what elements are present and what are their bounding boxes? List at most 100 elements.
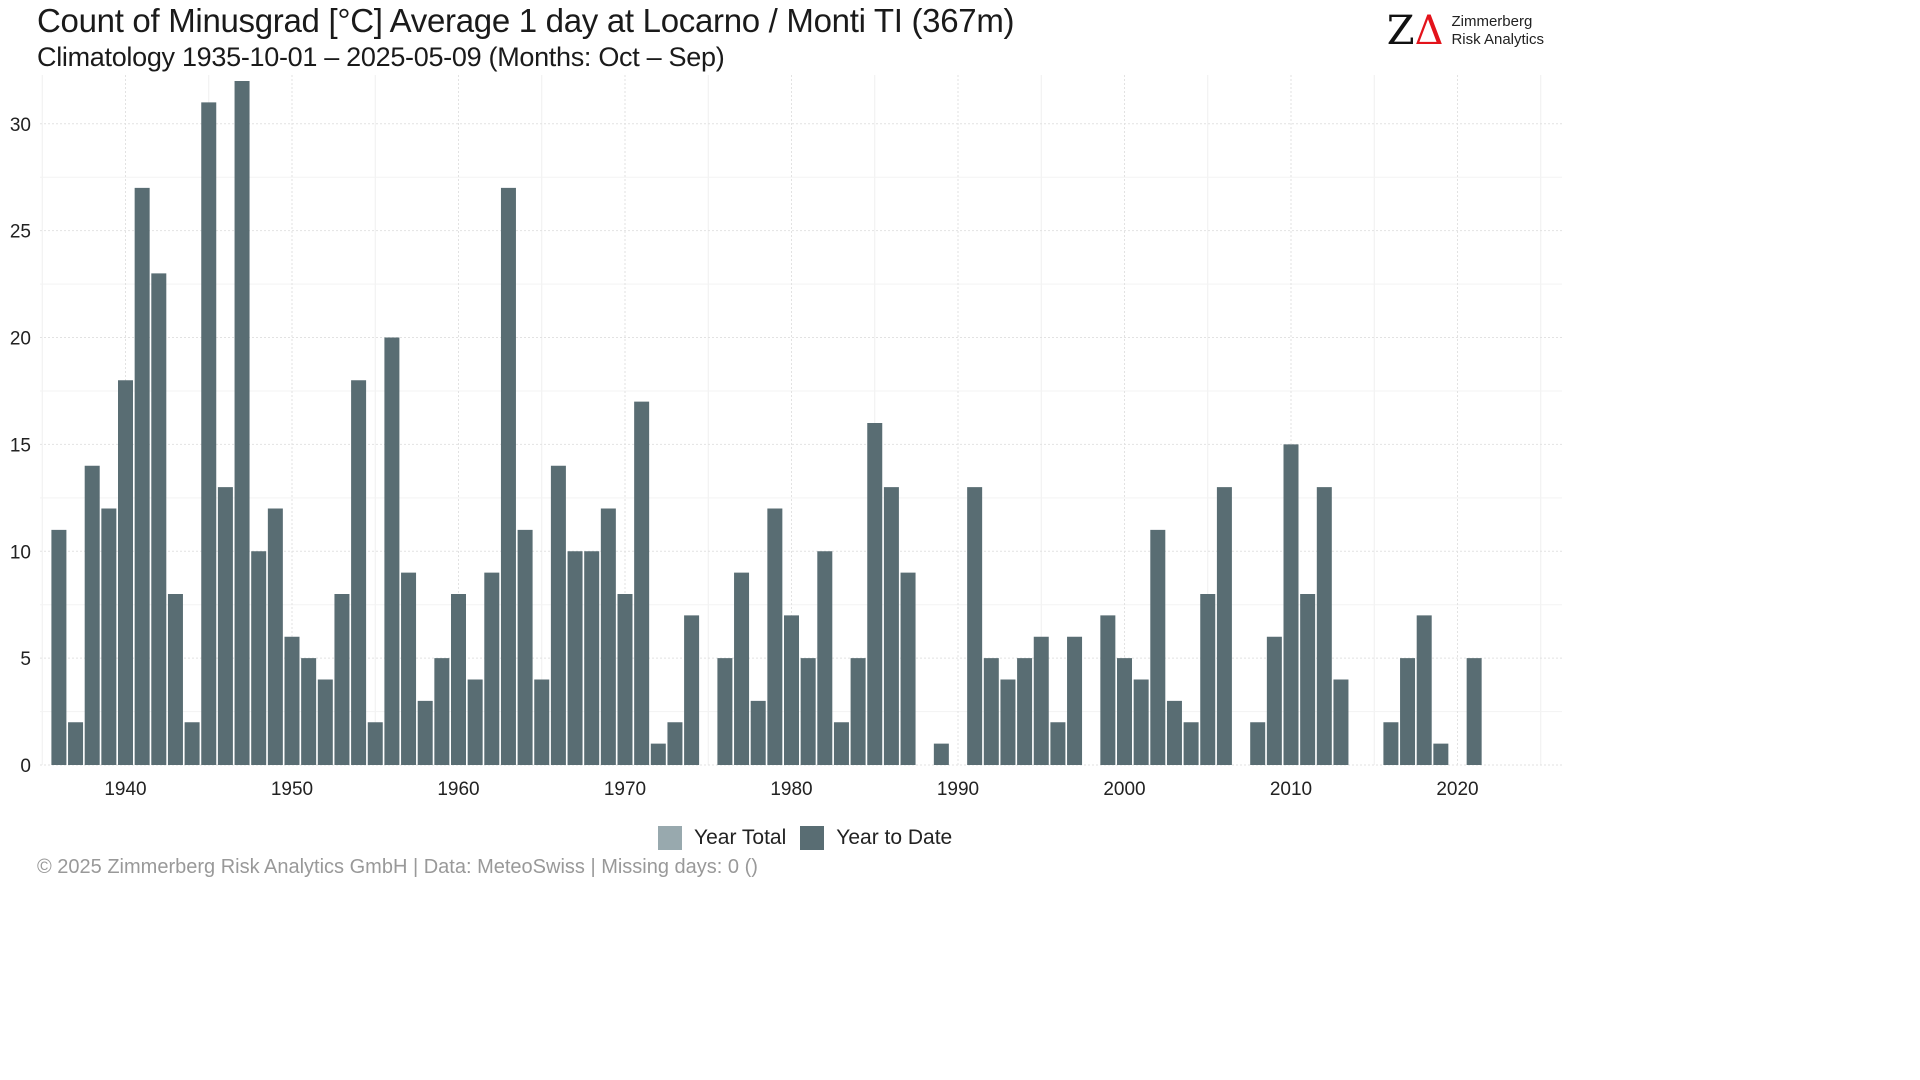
bar-2002 [1150, 529, 1166, 765]
bar-1949 [267, 508, 283, 765]
bar-1947 [234, 81, 250, 765]
bar-1944 [184, 722, 200, 765]
bar-1989 [933, 743, 949, 765]
y-tick-label: 0 [20, 756, 31, 777]
bar-1997 [1067, 636, 1083, 765]
bar-1937 [68, 722, 84, 765]
bar-1946 [217, 487, 233, 765]
bar-1971 [634, 401, 650, 765]
chart-legend: Year Total Year to Date [658, 826, 966, 850]
bar-1983 [833, 722, 849, 765]
x-tick-label: 1950 [271, 779, 313, 800]
bar-1953 [334, 594, 350, 765]
bar-1959 [434, 658, 450, 765]
bar-1942 [151, 273, 167, 765]
bar-1993 [1000, 679, 1016, 765]
bar-1940 [118, 380, 133, 765]
bar-1955 [367, 722, 383, 765]
bar-1996 [1050, 722, 1066, 765]
x-tick-label: 2010 [1270, 779, 1312, 800]
x-tick-label: 1970 [604, 779, 646, 800]
bar-1951 [301, 658, 317, 765]
bar-1950 [284, 636, 300, 765]
bar-2006 [1216, 487, 1232, 765]
bar-1999 [1100, 615, 1116, 765]
bar-1958 [417, 700, 433, 765]
x-tick-label: 2020 [1436, 779, 1478, 800]
bar-1964 [517, 529, 533, 765]
legend-label-year-total: Year Total [694, 826, 787, 849]
bar-1968 [584, 551, 600, 765]
bar-1987 [900, 572, 916, 765]
company-logo: ZΔ Zimmerberg Risk Analytics [1387, 8, 1544, 54]
logo-line-2: Risk Analytics [1451, 31, 1544, 48]
bar-1970 [617, 594, 633, 765]
bar-2021 [1466, 658, 1482, 765]
bar-2011 [1300, 594, 1316, 765]
bar-1948 [251, 551, 267, 765]
chart-title: Count of Minusgrad [°C] Average 1 day at… [37, 2, 1015, 39]
legend-item-year-to-date: Year to Date [800, 826, 952, 850]
y-tick-label: 10 [10, 542, 31, 563]
legend-swatch-year-to-date [800, 826, 825, 850]
bar-2017 [1400, 658, 1416, 765]
bar-2013 [1333, 679, 1349, 765]
bar-1941 [134, 187, 150, 765]
bar-2001 [1133, 679, 1149, 765]
bar-1979 [767, 508, 783, 765]
bar-1986 [883, 487, 899, 765]
bar-2009 [1266, 636, 1282, 765]
footer-credit: © 2025 Zimmerberg Risk Analytics GmbH | … [37, 856, 758, 878]
bar-1960 [451, 594, 466, 765]
bar-1974 [684, 615, 700, 765]
bar-1978 [750, 700, 766, 765]
legend-label-year-to-date: Year to Date [836, 826, 953, 849]
bar-1961 [467, 679, 483, 765]
bar-1936 [51, 529, 67, 765]
bar-2012 [1316, 487, 1332, 765]
bar-2010 [1283, 444, 1299, 765]
y-tick-label: 30 [10, 115, 31, 136]
bar-1982 [817, 551, 833, 765]
bar-1991 [967, 487, 983, 765]
y-tick-label: 15 [10, 435, 31, 456]
legend-item-year-total: Year Total [658, 826, 786, 850]
logo-line-1: Zimmerberg [1451, 13, 1533, 30]
bar-1994 [1017, 658, 1033, 765]
bar-1976 [717, 658, 733, 765]
y-tick-label: 5 [20, 649, 31, 670]
x-tick-label: 1990 [937, 779, 979, 800]
bar-2018 [1416, 615, 1432, 765]
bar-1973 [667, 722, 683, 765]
bar-2004 [1183, 722, 1199, 765]
bar-1965 [534, 679, 550, 765]
bar-2000 [1117, 658, 1132, 765]
x-tick-label: 1940 [104, 779, 146, 800]
x-tick-label: 1980 [770, 779, 812, 800]
bar-1954 [351, 380, 367, 765]
legend-swatch-year-total [658, 826, 682, 850]
bar-1972 [650, 743, 666, 765]
x-tick-label: 1960 [437, 779, 479, 800]
logo-text: Zimmerberg Risk Analytics [1451, 13, 1544, 49]
y-tick-label: 20 [10, 329, 31, 350]
bar-1969 [600, 508, 616, 765]
bar-1938 [84, 465, 100, 765]
bar-1957 [401, 572, 417, 765]
bar-2016 [1383, 722, 1399, 765]
bar-2008 [1250, 722, 1266, 765]
bar-1966 [550, 465, 566, 765]
x-tick-label: 2000 [1103, 779, 1145, 800]
chart-subtitle: Climatology 1935-10-01 – 2025-05-09 (Mon… [37, 42, 725, 72]
bar-1992 [983, 658, 999, 765]
bar-1977 [734, 572, 750, 765]
bar-1995 [1033, 636, 1049, 765]
bar-1939 [101, 508, 117, 765]
bar-2005 [1200, 594, 1216, 765]
bar-2019 [1433, 743, 1449, 765]
bar-1963 [500, 187, 516, 765]
bar-1956 [384, 337, 400, 765]
bar-1945 [201, 102, 217, 765]
bar-1980 [784, 615, 799, 765]
bar-chart: 0 5 10 15 20 25 30 1940 1950 1960 1970 1980 1990 2000… [10, 75, 1562, 800]
